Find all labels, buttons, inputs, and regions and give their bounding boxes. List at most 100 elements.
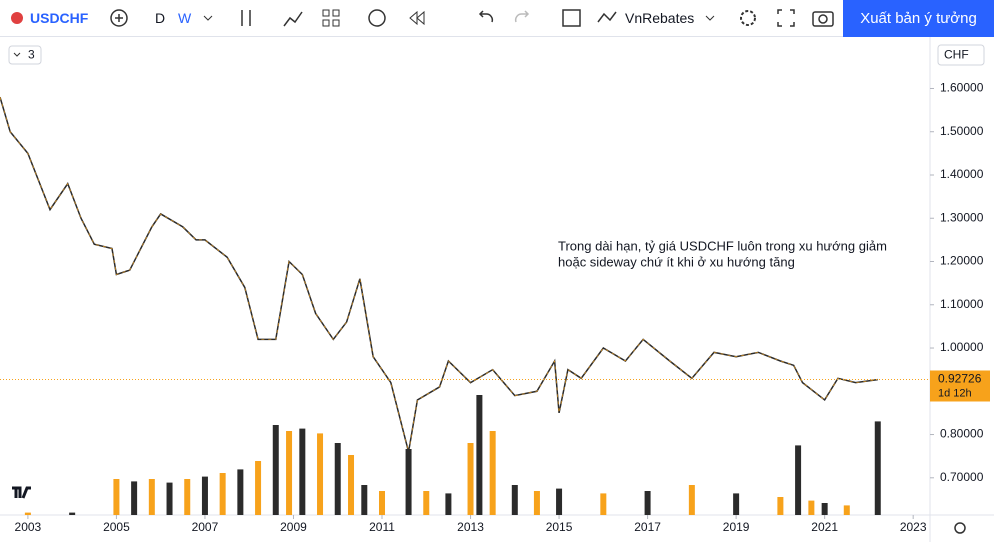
x-tick-label: 2007 (192, 520, 219, 534)
price-line-highlight (0, 97, 878, 452)
annotation: hoặc sideway chứ ít khi ở xu hướng tăng (558, 254, 795, 269)
volume-bar (644, 491, 651, 515)
dropdown[interactable] (203, 15, 213, 21)
x-tick-label: 2023 (900, 520, 927, 534)
candle-icon[interactable] (241, 10, 251, 26)
plot: 2003 2005 2007 2009 2011 2013 2015 2017 2019 2021… (0, 96, 927, 534)
camera-lens (818, 14, 828, 24)
volume-bar (272, 425, 279, 515)
y-tick-label: 1.40000 (940, 167, 984, 181)
rect-icon[interactable] (562, 9, 581, 27)
volume-bar (361, 485, 368, 515)
x-tick-label: 2019 (723, 520, 750, 534)
add-icon[interactable] (110, 9, 128, 27)
volume-bar (489, 431, 496, 515)
indicator-icon[interactable] (283, 11, 303, 27)
volume-bar (379, 491, 386, 515)
settings-icon[interactable] (954, 522, 966, 534)
y-tick-label: 0.80000 (940, 427, 984, 441)
volume-bar (821, 503, 828, 515)
y-tick-label: 1.00000 (940, 340, 984, 354)
volume-bar (148, 479, 155, 515)
flag-icon (11, 12, 23, 24)
x-tick-label: 2009 (280, 520, 307, 534)
interval[interactable]: D (155, 10, 166, 26)
layout-icon[interactable] (322, 9, 330, 17)
volume-bar (184, 479, 191, 515)
x-tick-label: 2017 (634, 520, 661, 534)
alert-icon[interactable] (368, 9, 386, 27)
indicator-toggle[interactable] (8, 45, 42, 65)
chart: 3 CHF Trong dài hạn, tỷ giá USDCHF luôn … (0, 37, 994, 542)
volume-bar (843, 505, 850, 515)
interval[interactable]: W (178, 10, 192, 26)
volume-bar (24, 512, 31, 515)
volume-bar (299, 428, 306, 515)
volume-bar (219, 473, 226, 515)
logo[interactable] (12, 486, 31, 499)
undo-icon[interactable] (478, 10, 494, 23)
x-tick-label: 2013 (457, 520, 484, 534)
volume-bar (808, 500, 815, 515)
volume-bar (237, 469, 244, 515)
publish-button[interactable]: Xuất bản ý tưởng (843, 0, 994, 37)
y-tick-label: 0.70000 (940, 470, 984, 484)
countdown: 1d 12h (938, 387, 972, 399)
volume-bar (874, 421, 881, 515)
volume-bar (795, 445, 802, 515)
volume-bar (688, 485, 695, 515)
toolbar-icons (11, 9, 834, 27)
chevron (13, 52, 21, 57)
volume-bar (556, 488, 563, 515)
volume-bar (113, 479, 120, 515)
volume-bar (405, 449, 412, 515)
settings-icon[interactable] (740, 10, 756, 26)
y-tick-label: 1.20000 (940, 254, 984, 268)
volume-bar (317, 433, 324, 515)
y-tick-label: 1.60000 (940, 81, 984, 95)
redo-icon[interactable] (514, 10, 530, 23)
volume-bar (600, 493, 607, 515)
toolbar: USDCHF D W VnRebates Xuất bản ý tưởng (0, 0, 994, 37)
currency-button[interactable] (937, 44, 985, 66)
volume-bar (286, 431, 293, 515)
volume-bar (467, 443, 474, 515)
symbol[interactable]: USDCHF (30, 10, 89, 26)
x-tick-label: 2005 (103, 520, 130, 534)
currency: CHF (944, 48, 969, 62)
layout-icon (332, 19, 340, 27)
cloud-icon[interactable] (597, 11, 617, 23)
indicator-count: 3 (28, 48, 35, 62)
x-tick-label: 2015 (546, 520, 573, 534)
volume-bar (733, 493, 740, 515)
dropdown[interactable] (705, 15, 715, 21)
volume-bar (166, 482, 173, 515)
volume-bar (423, 491, 430, 515)
volume-bar (348, 455, 355, 515)
volume-bar (131, 481, 138, 515)
account[interactable]: VnRebates (625, 10, 695, 26)
add-plus (115, 14, 123, 22)
last-price-box (930, 370, 990, 402)
logo-bg (6, 478, 38, 506)
layout-icon (322, 19, 330, 27)
volume-bar (445, 493, 452, 515)
y-tick-label: 1.30000 (940, 210, 984, 224)
volume-bar (201, 476, 208, 515)
volume-bar (476, 395, 483, 515)
volume-bar (511, 485, 518, 515)
x-tick-label: 2003 (15, 520, 42, 534)
camera-icon[interactable] (812, 11, 834, 27)
fullscreen-icon[interactable] (777, 9, 795, 27)
layout-icon (332, 9, 340, 17)
price-line (0, 96, 878, 453)
y-tick-label: 1.50000 (940, 124, 984, 138)
volume-bar (334, 443, 341, 515)
x-tick-label: 2021 (811, 520, 838, 534)
replay-icon[interactable] (409, 10, 425, 26)
y-tick-label: 1.10000 (940, 297, 984, 311)
volume-bar (777, 497, 784, 515)
annotation: Trong dài hạn, tỷ giá USDCHF luôn trong … (558, 238, 887, 253)
x-tick-label: 2011 (369, 520, 395, 534)
